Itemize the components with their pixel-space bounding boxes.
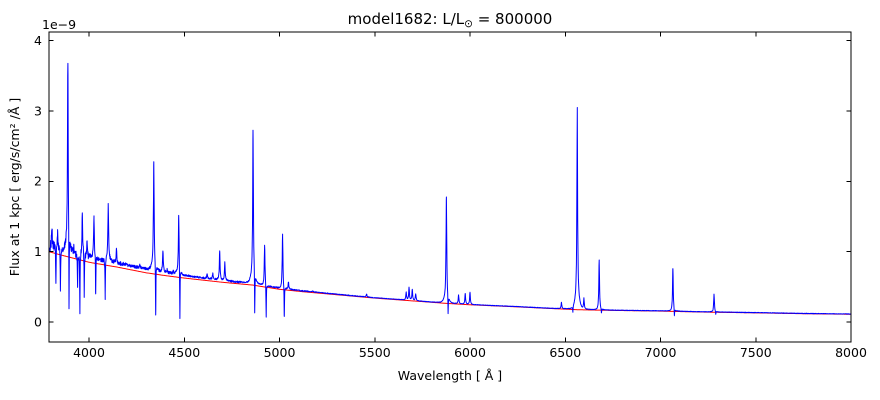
- x-tick-label: 6000: [454, 345, 486, 360]
- x-tick-label: 4500: [168, 345, 200, 360]
- spectrum-line: [49, 62, 851, 319]
- y-tick-label: 4: [34, 33, 42, 48]
- x-tick-label: 7500: [740, 345, 772, 360]
- continuum-line: [49, 251, 851, 315]
- x-tick-label: 8000: [835, 345, 867, 360]
- x-tick-label: 5000: [264, 345, 296, 360]
- solar-symbol: ⊙: [464, 18, 473, 30]
- x-tick-label: 4000: [73, 345, 105, 360]
- plot-title-suffix: = 800000: [473, 10, 552, 28]
- y-tick-label: 1: [34, 244, 42, 259]
- x-tick-label: 7000: [645, 345, 677, 360]
- plot-data-layer: [49, 62, 851, 319]
- y-axis-offset-text: 1e−9: [42, 17, 76, 32]
- y-tick-label: 0: [34, 314, 42, 329]
- plot-title: model1682: L/L⊙ = 800000: [348, 10, 553, 30]
- x-axis-label: Wavelength [ Å ]: [398, 368, 502, 383]
- x-ticks: [88, 32, 852, 342]
- plot-title-prefix: model1682: L/L: [348, 10, 465, 28]
- y-ticks: [49, 40, 851, 323]
- y-axis-label: Flux at 1 kpc [ erg/s/cm² /Å ]: [7, 98, 22, 276]
- y-tick-label: 3: [34, 103, 42, 118]
- plot-border: [48, 31, 852, 343]
- x-tick-label: 5500: [359, 345, 391, 360]
- axes-layer: 4000 4500 5000 5500 6000 6500 7000 7500 8000 0 1 2 3…: [34, 31, 867, 360]
- y-tick-label: 2: [34, 174, 42, 189]
- x-tick-label: 6500: [549, 345, 581, 360]
